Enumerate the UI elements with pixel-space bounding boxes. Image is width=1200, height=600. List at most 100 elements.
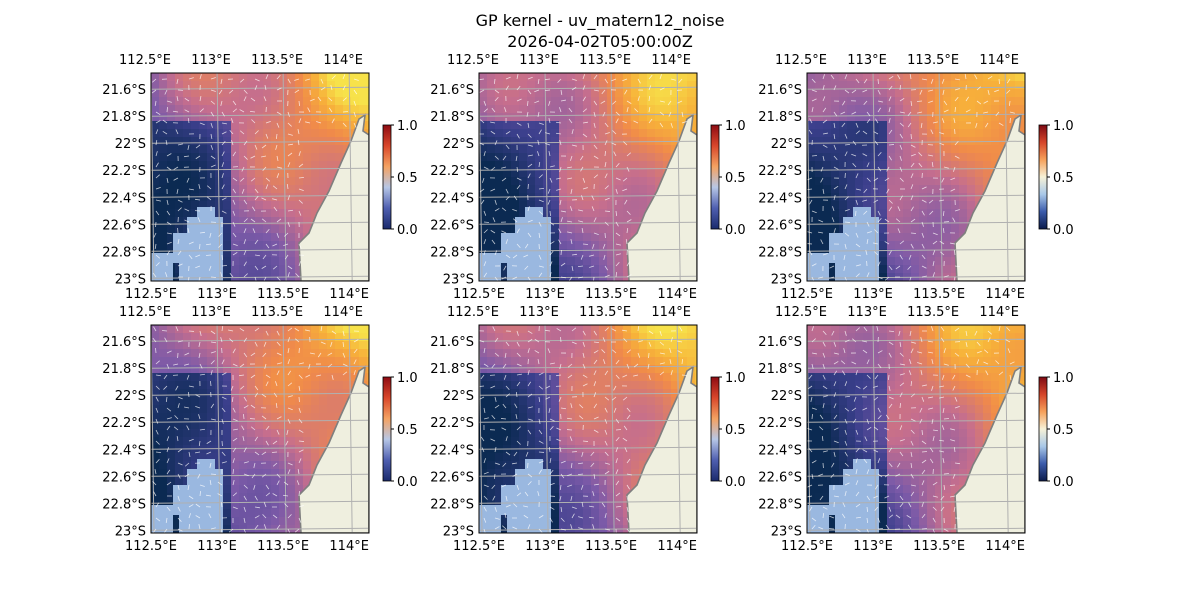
field-cell: [567, 397, 576, 406]
field-cell: [279, 397, 288, 406]
field-cell: [911, 177, 920, 186]
quiver-arrow: [604, 132, 610, 135]
field-cell: [511, 81, 520, 90]
field-cell: [183, 161, 192, 170]
quiver-arrow: [909, 74, 912, 80]
field-cell: [639, 169, 648, 178]
quiver-arrow: [844, 221, 851, 223]
quiver-arrow: [218, 232, 223, 237]
field-cell: [823, 137, 832, 146]
quiver-arrow: [822, 144, 828, 148]
field-cell: [223, 397, 232, 406]
field-cell: [567, 517, 576, 526]
field-cell: [823, 225, 832, 234]
field-cell: [583, 429, 592, 438]
field-cell: [599, 397, 608, 406]
field-cell: [183, 397, 192, 406]
field-cell: [271, 169, 280, 178]
field-cell: [895, 233, 904, 242]
field-cell: [983, 105, 992, 114]
masked-ocean-area: [173, 207, 223, 281]
field-cell: [871, 153, 880, 162]
quiver-arrow: [353, 100, 357, 106]
quiver-arrow: [272, 185, 278, 190]
quiver-arrow: [184, 462, 190, 467]
field-cell: [879, 249, 888, 258]
field-cell: [607, 137, 616, 146]
field-cell: [263, 357, 272, 366]
field-cell: [231, 265, 240, 274]
field-cell: [911, 137, 920, 146]
field-cell: [151, 373, 160, 382]
quiver-arrow: [888, 107, 891, 113]
field-cell: [927, 233, 936, 242]
field-cell: [231, 485, 240, 494]
field-cell: [663, 97, 672, 106]
field-cell: [335, 365, 344, 374]
field-cell: [303, 113, 312, 122]
quiver-arrow: [307, 107, 311, 113]
field-cell: [975, 97, 984, 106]
field-cell: [847, 113, 856, 122]
field-cell: [879, 257, 888, 266]
quiver-arrow: [309, 352, 315, 355]
field-cell: [215, 185, 224, 194]
quiver-arrow: [842, 100, 846, 106]
field-cell: [319, 325, 328, 334]
field-cell: [287, 249, 296, 258]
field-cell: [919, 257, 928, 266]
field-cell: [519, 453, 528, 462]
field-cell: [287, 501, 296, 510]
quiver-arrow: [560, 217, 563, 223]
field-cell: [151, 485, 160, 494]
quiver-arrow: [939, 142, 945, 146]
field-cell: [615, 501, 624, 510]
field-cell: [199, 453, 208, 462]
field-cell: [343, 105, 352, 114]
field-cell: [183, 381, 192, 390]
field-cell: [591, 365, 600, 374]
field-cell: [175, 333, 184, 342]
field-cell: [479, 137, 488, 146]
field-cell: [967, 81, 976, 90]
field-cell: [567, 381, 576, 390]
field-cell: [647, 413, 656, 422]
quiver-arrow: [176, 436, 179, 442]
field-cell: [519, 365, 528, 374]
field-cell: [919, 201, 928, 210]
masked-ocean-area: [479, 505, 501, 533]
quiver-arrows: [151, 74, 359, 281]
field-cell: [663, 381, 672, 390]
field-cell: [199, 437, 208, 446]
field-cell: [543, 421, 552, 430]
field-cell: [623, 73, 632, 82]
field-cell: [903, 89, 912, 98]
field-cell: [287, 193, 296, 202]
quiver-arrow: [899, 155, 902, 161]
quiver-arrow: [221, 407, 226, 413]
field-cell: [815, 233, 824, 242]
field-cell: [279, 201, 288, 210]
quiver-arrow: [490, 188, 496, 192]
quiver-arrow: [276, 166, 282, 169]
quiver-arrow: [527, 163, 533, 168]
quiver-arrow: [604, 197, 610, 201]
quiver-arrow: [250, 97, 256, 102]
gridline-meridian: [216, 325, 221, 533]
quiver-arrow: [155, 174, 160, 179]
field-cell: [159, 405, 168, 414]
field-cell: [151, 97, 160, 106]
quiver-arrow: [483, 229, 488, 234]
field-cell: [495, 233, 504, 242]
quiver-arrow: [601, 89, 606, 95]
quiver-arrow: [888, 206, 893, 212]
field-cell: [999, 89, 1008, 98]
quiver-arrow: [320, 341, 326, 345]
field-cell: [479, 225, 488, 234]
field-cell: [895, 209, 904, 218]
field-cell: [287, 113, 296, 122]
field-cell: [271, 73, 280, 82]
field-cell: [543, 137, 552, 146]
field-cell: [975, 129, 984, 138]
field-cell: [359, 73, 368, 82]
